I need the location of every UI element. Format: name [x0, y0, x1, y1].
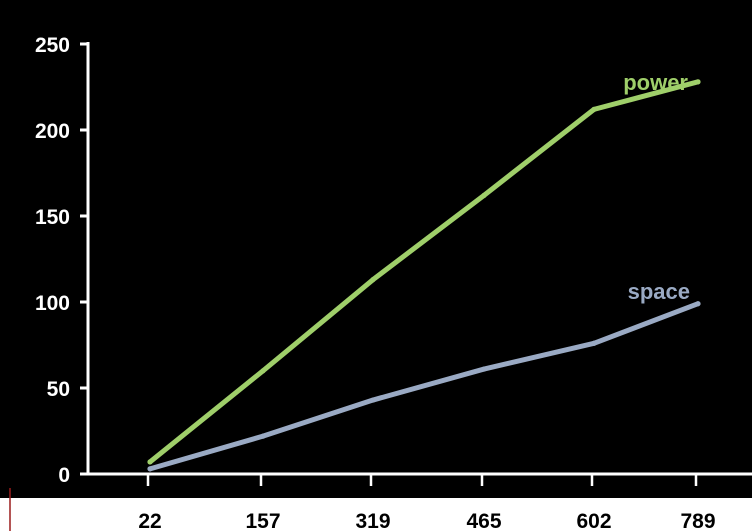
- y-axis-ticks: 0 50 100 150 200 250: [35, 34, 88, 487]
- data-point-space: [481, 366, 487, 372]
- data-point-power: [481, 192, 487, 198]
- plot-background: [0, 0, 752, 498]
- x-tick-label: 465: [466, 510, 501, 531]
- data-point-power: [370, 277, 376, 283]
- data-point-power: [147, 459, 153, 465]
- data-point-power: [260, 368, 266, 374]
- data-point-power: [695, 79, 701, 85]
- y-tick-label: 250: [35, 34, 70, 57]
- y-tick-label: 0: [58, 464, 70, 487]
- y-tick-label: 50: [47, 378, 70, 401]
- series-line-power: [147, 79, 701, 465]
- x-tick-label: 789: [680, 510, 715, 531]
- data-point-space: [260, 433, 266, 439]
- x-tick-label: 319: [355, 510, 390, 531]
- data-point-space: [147, 466, 153, 472]
- x-tick-label: 22: [138, 510, 161, 531]
- x-tick-label: 602: [576, 510, 611, 531]
- x-axis-label-strip: [0, 498, 752, 531]
- series-lines: [147, 79, 701, 472]
- y-tick-label: 200: [35, 120, 70, 143]
- data-point-space: [370, 397, 376, 403]
- series-line-space: [147, 301, 701, 472]
- x-axis-ticks: 22 157 319 465 602 789: [138, 474, 716, 531]
- y-tick-label: 100: [35, 292, 70, 315]
- data-point-power: [591, 106, 597, 112]
- series-label-power: power: [623, 70, 688, 95]
- x-tick-label: 157: [245, 510, 280, 531]
- y-tick-label: 150: [35, 206, 70, 229]
- data-point-space: [591, 340, 597, 346]
- series-labels: power space: [623, 70, 690, 304]
- series-label-space: space: [628, 279, 690, 304]
- data-point-space: [695, 301, 701, 307]
